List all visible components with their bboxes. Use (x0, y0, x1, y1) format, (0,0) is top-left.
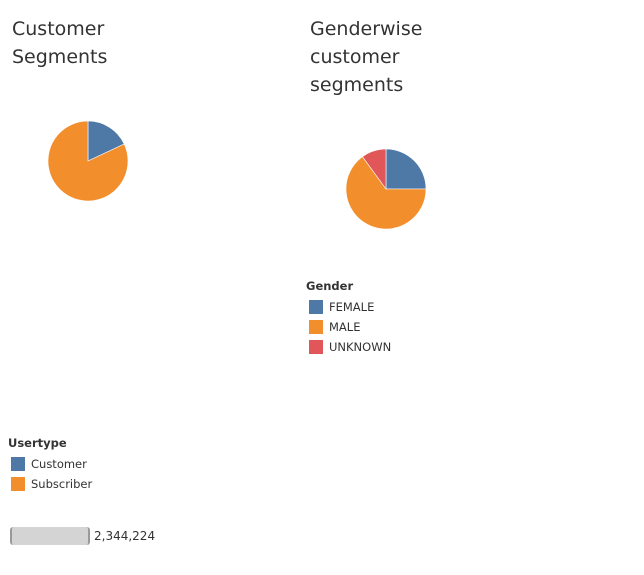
legend-item-male[interactable]: MALE (306, 317, 391, 337)
legend-label: FEMALE (329, 300, 375, 314)
legend-swatch (309, 340, 323, 354)
gender-legend: Gender FEMALE MALE UNKNOWN (306, 277, 391, 357)
title-line: Customer (12, 18, 105, 40)
legend-title: Usertype (8, 436, 67, 450)
pie-slice-subscriber[interactable] (47, 120, 129, 202)
usertype-legend: Usertype Customer Subscriber (8, 434, 92, 494)
legend-swatch (11, 477, 25, 491)
title-line: Genderwise (310, 18, 423, 40)
genderwise-segments-title: Genderwise customer segments (310, 15, 470, 99)
title-line: Segments (12, 46, 108, 68)
legend-item-unknown[interactable]: UNKNOWN (306, 337, 391, 357)
legend-item-subscriber[interactable]: Subscriber (8, 474, 92, 494)
pie-slice-customer[interactable] (87, 120, 125, 162)
title-line: customer (310, 46, 400, 68)
pie-slice-female[interactable] (385, 148, 427, 190)
legend-item-customer[interactable]: Customer (8, 454, 92, 474)
legend-swatch (309, 300, 323, 314)
pie-slice-male[interactable] (345, 156, 427, 230)
legend-label: Customer (31, 457, 87, 471)
legend-label: Subscriber (31, 477, 93, 491)
record-count-label: 2,344,224 (94, 529, 156, 543)
customer-segments-title: Customer Segments (12, 15, 152, 71)
customer-segments-pie[interactable] (46, 119, 130, 203)
legend-swatch (11, 457, 25, 471)
legend-label: MALE (329, 320, 361, 334)
pie-slice-unknown[interactable] (362, 148, 387, 190)
legend-label: UNKNOWN (329, 340, 392, 354)
record-count: 2,344,224 (10, 527, 155, 545)
genderwise-segments-pie[interactable] (344, 147, 428, 231)
legend-swatch (309, 320, 323, 334)
record-count-bar[interactable] (10, 527, 90, 545)
legend-title: Gender (306, 279, 354, 293)
title-line: segments (310, 74, 404, 96)
legend-item-female[interactable]: FEMALE (306, 297, 391, 317)
